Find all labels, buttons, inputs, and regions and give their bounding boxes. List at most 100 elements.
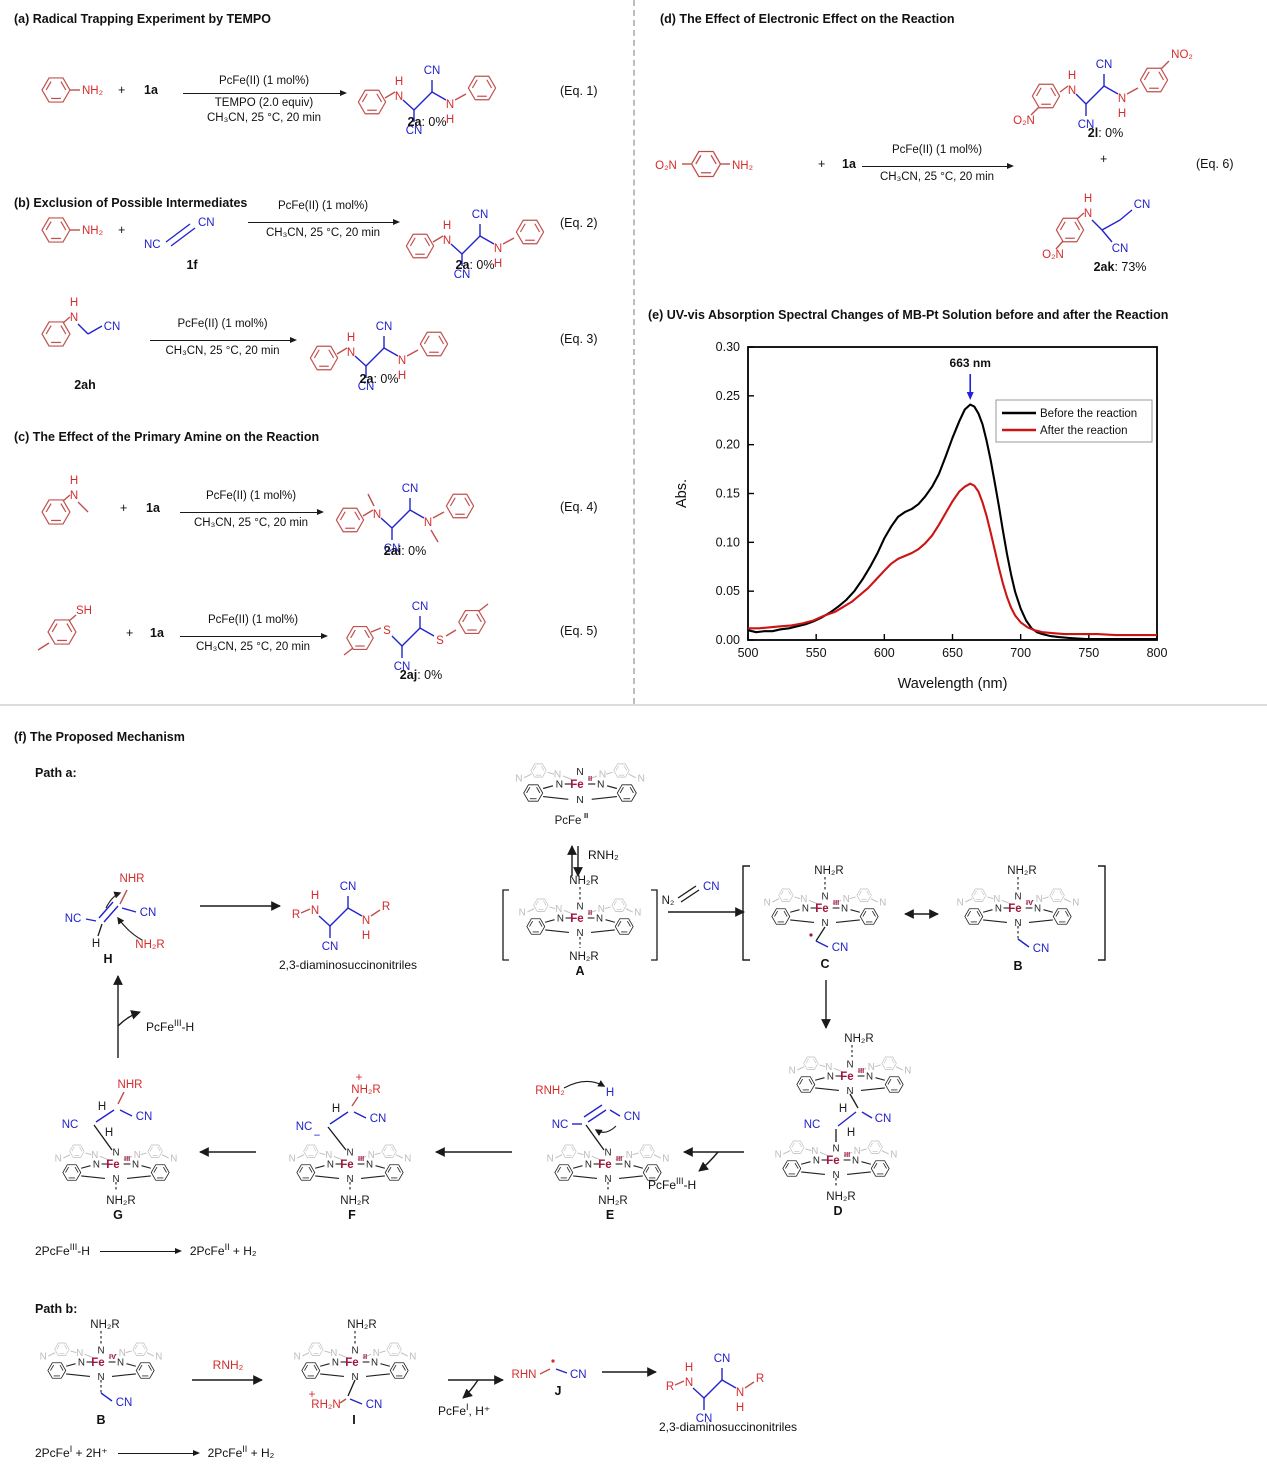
eq1-arrow <box>183 89 347 96</box>
legend-label: Before the reaction <box>1040 408 1137 420</box>
eq1-plus: + <box>118 83 126 97</box>
annotation-arrow <box>966 392 974 400</box>
eq2-cond-below: CH₃CN, 25 °C, 20 min <box>265 227 381 239</box>
section-c-title: (c) The Effect of the Primary Amine on t… <box>14 430 320 444</box>
eq6-plus2: + <box>1100 152 1108 166</box>
section-f-title: (f) The Proposed Mechanism <box>14 730 185 744</box>
y-tick-label: 0.10 <box>716 535 740 549</box>
eq4-cond-above: PcFe(II) (1 mol%) <box>205 490 297 502</box>
eq2-product-label: 2a: 0% <box>455 258 495 272</box>
eq5-tag: (Eq. 5) <box>560 624 598 638</box>
peak-annotation: 663 nm <box>950 356 991 370</box>
eq2-fumaronitrile <box>143 216 216 252</box>
eq1-cond-above: PcFe(II) (1 mol%) <box>218 75 310 87</box>
eq5-thiocresol <box>28 586 138 658</box>
eq1-reactant-1a: 1a <box>144 83 158 97</box>
eq4-product-label: 2ai: 0% <box>383 544 427 558</box>
eq2-aniline <box>30 202 130 262</box>
legend-label: After the reaction <box>1040 425 1128 437</box>
eq6-arrow <box>862 162 1014 169</box>
equilibrium-rnh2: RNH₂ <box>588 848 619 862</box>
product-dasn-path-a <box>291 880 391 954</box>
eq2-plus: + <box>118 223 126 237</box>
complex-I <box>268 1316 443 1428</box>
complex-C <box>752 862 902 974</box>
dasn-caption-b: 2,3-diaminosuccinonitriles <box>658 1420 798 1434</box>
eq6-cond-above: PcFe(II) (1 mol%) <box>891 144 983 156</box>
intermediate-H <box>58 866 193 966</box>
eq1-cond-below1: TEMPO (2.0 equiv) <box>214 97 314 109</box>
section-a-title: (a) Radical Trapping Experiment by TEMPO <box>14 12 271 26</box>
complex-G <box>28 1072 213 1222</box>
eq4-tag: (Eq. 4) <box>560 500 598 514</box>
eq3-product-label: 2a: 0% <box>359 372 399 386</box>
eq6-product1-label: 2l: 0% <box>1087 126 1124 140</box>
pathb-rnh2: RNH₂ <box>212 1358 244 1372</box>
eq4-reactant-1a: 1a <box>146 501 160 515</box>
eq1-cond-below2: CH₃CN, 25 °C, 20 min <box>206 112 322 124</box>
eq5-reactant-1a: 1a <box>150 626 164 640</box>
eq5-cond-below: CH₃CN, 25 °C, 20 min <box>195 641 311 653</box>
path-a-equation: 2PcFeIII-H 2PcFeII + H₂ <box>35 1242 257 1258</box>
pcfe2-top <box>492 750 668 834</box>
path-b-label: Path b: <box>35 1302 78 1316</box>
eq3-cond-below: CH₃CN, 25 °C, 20 min <box>165 345 280 357</box>
complex-E <box>520 1072 705 1222</box>
eq4-arrow <box>180 508 324 515</box>
section-b-title: (b) Exclusion of Possible Intermediates <box>14 196 248 210</box>
uv-vis-chart: 500 550 600 650 700 750 800 0.00 0.05 0.10 0.15 0.2… <box>674 340 1167 692</box>
x-tick-label: 650 <box>942 646 963 660</box>
complex-B-pathb <box>28 1316 178 1430</box>
eq3-2ah-label: 2ah <box>74 378 96 392</box>
eq4-product-2ai <box>330 458 515 558</box>
complex-A <box>495 872 665 978</box>
pcfe3h-release-d: PcFeIII-H <box>648 1176 697 1192</box>
eq2-arrow <box>248 218 400 225</box>
complex-F <box>262 1072 447 1222</box>
y-tick-label: 0.05 <box>716 584 740 598</box>
eq6-product-2l <box>1008 36 1223 131</box>
pcfe1-release: PcFeI, H⁺ <box>438 1402 491 1418</box>
eq4-cond-below: CH₃CN, 25 °C, 20 min <box>193 517 309 529</box>
complex-B <box>945 862 1095 976</box>
vertical-divider <box>633 0 635 704</box>
eq2-1f-label: 1f <box>186 258 198 272</box>
radical-J <box>510 1358 588 1399</box>
eq6-plus: + <box>818 157 826 171</box>
eq5-cond-above: PcFe(II) (1 mol%) <box>207 614 299 626</box>
eq5-arrow <box>180 632 328 639</box>
eq6-nitroaniline <box>648 136 808 191</box>
eq3-arrow <box>150 336 297 343</box>
eq2-tag: (Eq. 2) <box>560 216 598 230</box>
eq5-product-label: 2aj: 0% <box>399 668 443 682</box>
legend-box <box>995 399 1153 443</box>
n2chcn-reagent <box>660 880 721 908</box>
path-b-equation: 2PcFeI + 2H⁺ 2PcFeII + H₂ <box>35 1444 275 1460</box>
product-dasn-path-b <box>665 1352 765 1426</box>
eq5-product-2aj <box>336 588 526 673</box>
section-e-title: (e) UV-vis Absorption Spectral Changes o… <box>648 308 1169 322</box>
plot-border <box>747 346 1158 641</box>
y-tick-label: 0.25 <box>716 389 740 403</box>
x-tick-label: 550 <box>806 646 827 660</box>
eq5-plus: + <box>126 626 134 640</box>
y-axis-label: Abs. <box>674 479 690 508</box>
y-tick-label: 0.00 <box>716 633 740 647</box>
complex-D <box>740 1032 945 1222</box>
dasn-caption-a: 2,3-diaminosuccinonitriles <box>278 958 418 972</box>
eq6-product-2ak <box>1040 180 1200 258</box>
eq6-reactant-1a: 1a <box>842 157 856 171</box>
section-d-title: (d) The Effect of Electronic Effect on t… <box>660 12 955 26</box>
series-after-the-reaction <box>748 482 1157 637</box>
eq1-product-label: 2a: 0% <box>407 115 447 129</box>
x-tick-label: 750 <box>1078 646 1099 660</box>
x-tick-label: 700 <box>1010 646 1031 660</box>
horizontal-divider <box>0 704 1267 706</box>
eq1-aniline <box>30 62 130 122</box>
x-axis-label: Wavelength (nm) <box>898 676 1008 692</box>
y-tick-label: 0.20 <box>716 438 740 452</box>
y-tick-label: 0.30 <box>716 340 740 354</box>
eq3-tag: (Eq. 3) <box>560 332 598 346</box>
eq1-tag: (Eq. 1) <box>560 84 598 98</box>
